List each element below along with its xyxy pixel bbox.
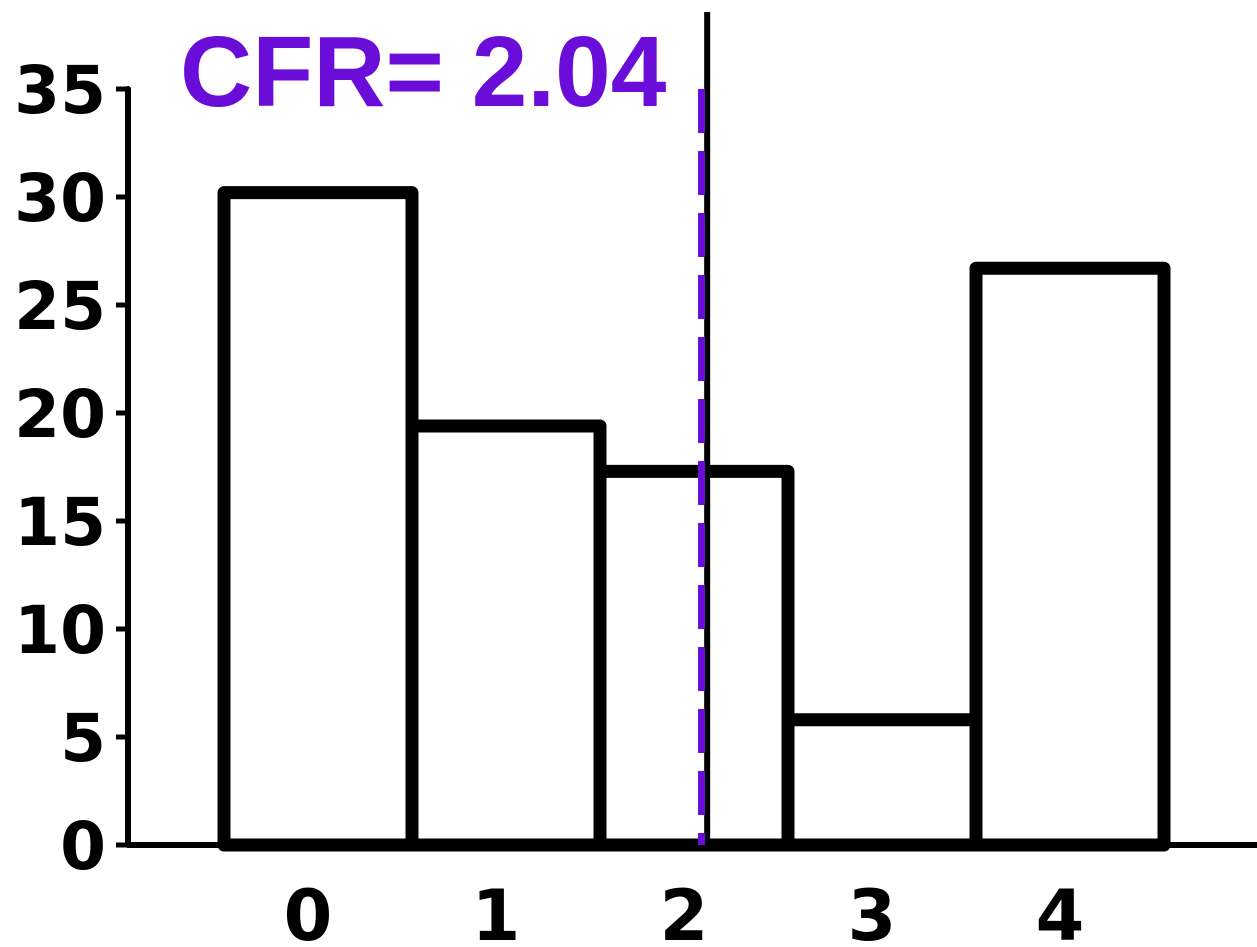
- x-tick-label: 4: [1036, 875, 1085, 947]
- y-tick-label: 20: [14, 376, 106, 453]
- axes-group: [125, 86, 1257, 848]
- x-tick-label: 2: [660, 875, 709, 947]
- x-labels-group: 0 1 2 3 4: [284, 875, 1085, 947]
- y-ticks-group: 0 5 10 15 20 25 30 35: [14, 52, 128, 885]
- y-tick-label: 15: [14, 484, 106, 561]
- x-tick-label: 3: [848, 875, 897, 947]
- y-tick-label: 30: [14, 160, 106, 237]
- bars-group: [217, 186, 1171, 852]
- y-tick-label: 35: [14, 52, 106, 129]
- y-tick-label: 5: [60, 700, 106, 777]
- cfr-annotation: CFR= 2.04: [180, 16, 667, 128]
- y-tick-label: 25: [14, 268, 106, 345]
- y-tick-label: 10: [14, 592, 106, 669]
- bar-3: [781, 713, 983, 852]
- bar-0: [217, 186, 419, 852]
- x-tick-label: 1: [472, 875, 521, 947]
- bar-2: [593, 464, 795, 852]
- y-tick-label: 0: [60, 808, 106, 885]
- x-tick-label: 0: [284, 875, 333, 947]
- bar-4: [969, 261, 1171, 852]
- bar-1: [405, 419, 607, 852]
